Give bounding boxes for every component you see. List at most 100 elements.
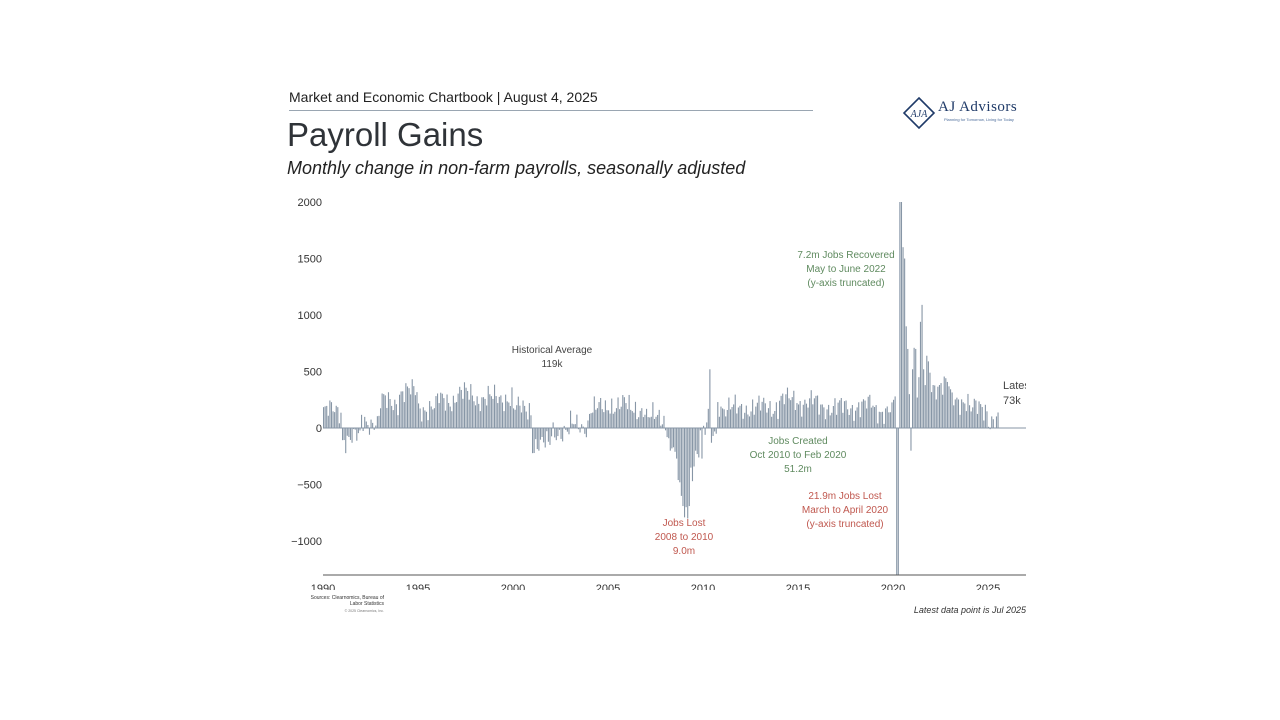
- bar: [900, 202, 903, 429]
- bar: [551, 428, 553, 437]
- bar: [698, 428, 700, 458]
- bar: [964, 403, 966, 429]
- bar: [392, 410, 394, 429]
- bar: [395, 404, 397, 429]
- bar: [389, 399, 391, 429]
- x-tick-label: 2010: [691, 583, 715, 590]
- bar: [454, 402, 456, 429]
- bar: [703, 425, 705, 429]
- bar: [826, 409, 828, 429]
- bar: [848, 414, 850, 429]
- bar: [357, 428, 359, 434]
- bar: [878, 411, 880, 429]
- bar: [938, 385, 941, 429]
- bar: [524, 405, 526, 429]
- bar: [397, 415, 399, 429]
- bar: [539, 428, 542, 440]
- annotation-created: Jobs Created: [768, 436, 827, 447]
- x-tick-label: 2020: [881, 583, 905, 590]
- bar: [457, 393, 459, 429]
- bar: [353, 428, 355, 430]
- bar: [410, 394, 412, 429]
- bar: [335, 405, 337, 429]
- bar: [625, 403, 627, 429]
- bar: [959, 414, 961, 429]
- bar: [634, 401, 637, 429]
- bar: [813, 398, 815, 429]
- bar: [612, 413, 614, 429]
- bar: [764, 403, 766, 429]
- bar: [853, 420, 855, 429]
- bar: [354, 428, 356, 430]
- bar: [862, 399, 865, 429]
- header-divider: [289, 110, 813, 111]
- bar: [508, 402, 510, 429]
- bar: [921, 304, 923, 429]
- bar: [688, 428, 690, 507]
- bar: [736, 413, 738, 429]
- bar: [926, 355, 928, 429]
- bar: [478, 403, 480, 429]
- bar: [362, 428, 364, 431]
- bar: [514, 409, 516, 429]
- bar: [414, 395, 416, 429]
- bar: [706, 422, 708, 429]
- bar: [946, 381, 948, 429]
- bar: [422, 407, 424, 429]
- bar: [989, 428, 991, 430]
- bar: [601, 409, 603, 429]
- y-tick-label: −1000: [291, 536, 322, 548]
- bar: [622, 395, 624, 429]
- bar: [427, 420, 429, 429]
- bar: [576, 414, 578, 429]
- bar: [666, 428, 668, 438]
- bar: [636, 419, 638, 429]
- bar: [834, 398, 836, 429]
- bar: [343, 428, 345, 441]
- bar: [406, 386, 409, 429]
- bar: [710, 428, 713, 443]
- bar: [942, 394, 944, 429]
- bar: [680, 428, 682, 496]
- bar: [400, 391, 402, 429]
- bar: [334, 412, 336, 429]
- bar: [535, 428, 537, 440]
- bar: [954, 399, 956, 429]
- bar: [517, 396, 519, 429]
- bar: [577, 428, 580, 430]
- bar: [980, 404, 982, 429]
- annotation-lost-2020: 21.9m Jobs Lost: [808, 491, 882, 502]
- bar: [685, 428, 687, 508]
- bar: [923, 369, 925, 429]
- bar: [541, 428, 543, 437]
- annotation-recovered: (y-axis truncated): [807, 278, 884, 289]
- bar: [416, 392, 418, 429]
- bar: [973, 398, 975, 429]
- bar: [934, 385, 936, 429]
- bar: [592, 412, 594, 429]
- bar: [861, 401, 863, 429]
- bar: [744, 412, 746, 429]
- bar: [372, 422, 374, 429]
- bar: [972, 407, 974, 429]
- annotation-latest: 73k: [1003, 395, 1021, 407]
- bar: [327, 415, 329, 429]
- bar: [565, 428, 567, 430]
- bar: [530, 415, 532, 429]
- bar: [326, 405, 328, 429]
- bar: [581, 424, 583, 429]
- bar: [915, 348, 917, 429]
- bar: [644, 414, 646, 429]
- bar: [603, 412, 605, 429]
- bar: [617, 397, 619, 429]
- bar: [874, 407, 876, 429]
- bar: [465, 387, 467, 429]
- bar: [383, 394, 385, 429]
- bar: [983, 420, 985, 429]
- bar: [429, 401, 431, 429]
- bar: [799, 401, 801, 429]
- chartbook-header: Market and Economic Chartbook | August 4…: [289, 89, 598, 105]
- bar: [717, 402, 719, 429]
- bar: [503, 411, 505, 429]
- bar: [641, 408, 643, 429]
